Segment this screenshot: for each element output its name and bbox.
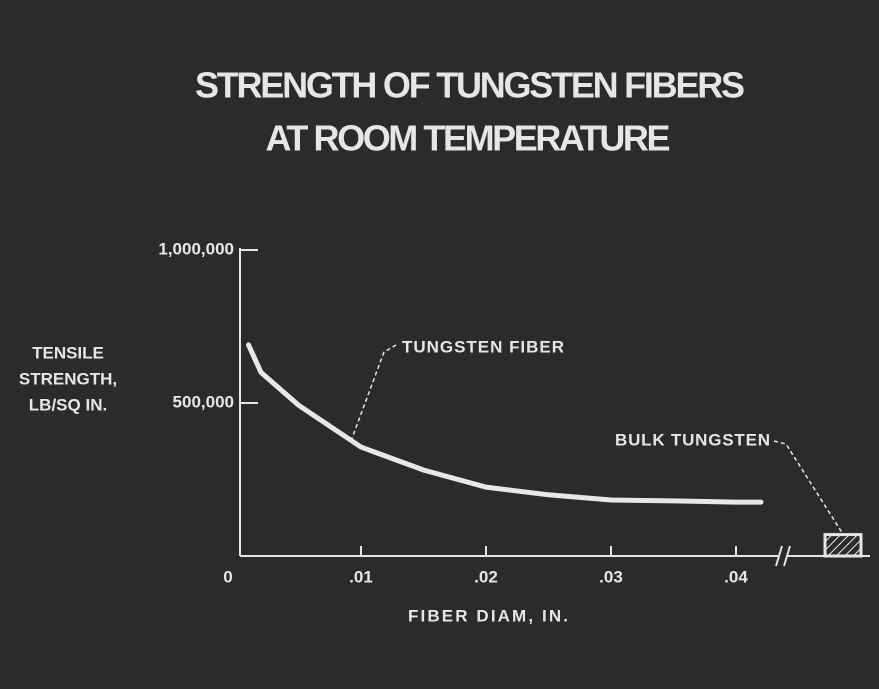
data-line — [246, 342, 764, 505]
bulk-mark — [823, 533, 863, 558]
annotation: TUNGSTEN FIBER — [402, 337, 564, 356]
leader-line — [350, 344, 397, 442]
x-tick-label: 0 — [223, 567, 232, 586]
x-tick-label: .03 — [599, 567, 623, 586]
annotation: BULK TUNGSTEN — [615, 430, 770, 449]
x-tick-label: .04 — [724, 567, 748, 586]
x-axis-label: FIBER DIAM, IN. — [408, 606, 568, 625]
x-tick-label: .02 — [474, 567, 498, 586]
y-tick-label: 1,000,000 — [158, 239, 234, 258]
y-axis-label: TENSILE — [32, 343, 104, 362]
y-axis-label: LB/SQ IN. — [29, 395, 107, 414]
y-axis-label: STRENGTH, — [19, 369, 117, 388]
x-tick-label: .01 — [349, 567, 373, 586]
axis-break — [775, 545, 791, 567]
chart-title: AT ROOM TEMPERATURE — [266, 118, 671, 159]
y-tick-label: 500,000 — [173, 392, 234, 411]
chart-title: STRENGTH OF TUNGSTEN FIBERS — [195, 65, 745, 106]
